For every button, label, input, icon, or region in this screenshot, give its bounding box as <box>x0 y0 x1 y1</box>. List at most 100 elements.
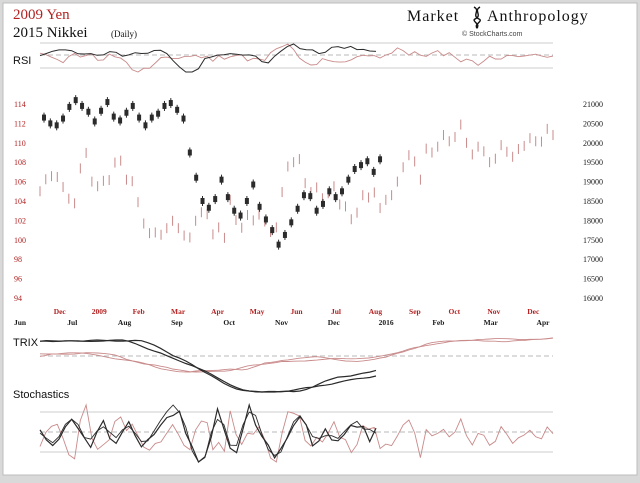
yen-candle-21 <box>175 106 180 113</box>
stoch-line-yen <box>39 402 377 463</box>
x-tick-bottom-7: 2016 <box>379 318 394 327</box>
stochastics-label: Stochastics <box>13 389 70 401</box>
yen-candle-7 <box>86 108 91 115</box>
x-tick-bottom-9: Mar <box>484 318 499 327</box>
x-tick-bottom-1: Jul <box>67 318 77 327</box>
yen-candle-20 <box>168 100 173 107</box>
yen-candle-38 <box>282 231 287 238</box>
yen-candle-10 <box>105 99 110 106</box>
yen-candle-31 <box>238 212 243 219</box>
yen-candle-53 <box>378 156 383 163</box>
x-tick-top-2: Feb <box>133 307 145 316</box>
yen-candle-32 <box>244 198 249 204</box>
yen-candle-0 <box>42 114 46 121</box>
x-tick-top-3: Mar <box>171 307 186 316</box>
yen-candle-23 <box>187 149 192 156</box>
right-axis-tick-7: 17500 <box>583 236 603 245</box>
source-credit: © StockCharts.com <box>462 30 523 38</box>
yen-candle-19 <box>162 102 167 109</box>
yen-candle-44 <box>320 200 325 207</box>
chart-title-note: (Daily) <box>111 29 137 39</box>
yen-candle-8 <box>92 118 97 125</box>
x-tick-top-1: 2009 <box>92 307 107 316</box>
rsi-label: RSI <box>13 55 31 67</box>
x-tick-top-8: Aug <box>369 307 383 316</box>
left-axis-tick-6: 102 <box>14 216 26 225</box>
chart-title-primary: 2009 Yen <box>13 7 70 23</box>
yen-candle-51 <box>365 158 370 165</box>
right-axis-tick-10: 16000 <box>583 294 603 303</box>
yen-candle-43 <box>314 207 319 214</box>
yen-candle-2 <box>54 122 59 129</box>
x-tick-bottom-5: Nov <box>275 318 288 327</box>
trix-signal-nikkei <box>39 337 554 373</box>
x-tick-bottom-2: Aug <box>118 318 132 327</box>
left-axis-tick-0: 114 <box>14 100 26 109</box>
dna-logo-icon <box>473 6 481 29</box>
yen-candle-42 <box>308 193 313 200</box>
x-tick-top-4: Apr <box>211 307 225 316</box>
right-axis-tick-5: 18500 <box>583 197 603 206</box>
x-tick-top-7: Jul <box>331 307 341 316</box>
x-tick-bottom-0: Jun <box>14 318 27 327</box>
left-axis-tick-2: 110 <box>14 139 26 148</box>
x-tick-top-11: Nov <box>487 307 500 316</box>
yen-candle-40 <box>295 205 300 212</box>
x-tick-top-6: Jun <box>290 307 303 316</box>
yen-candle-33 <box>251 181 256 188</box>
yen-candle-9 <box>99 107 104 114</box>
yen-candle-25 <box>200 198 205 204</box>
x-tick-bottom-10: Apr <box>537 318 551 327</box>
chart-title-secondary: 2015 Nikkei <box>13 25 88 41</box>
yen-candle-50 <box>359 162 364 169</box>
rsi-line-yen <box>39 43 377 73</box>
yen-candle-30 <box>232 207 237 214</box>
left-axis-tick-9: 96 <box>14 275 22 284</box>
x-tick-bottom-3: Sep <box>171 318 183 327</box>
right-axis-tick-8: 17000 <box>583 255 603 264</box>
right-axis-tick-6: 18000 <box>583 216 603 225</box>
yen-candle-34 <box>257 203 262 210</box>
yen-candle-22 <box>181 115 186 122</box>
yen-candle-35 <box>263 216 268 223</box>
trix-line-yen <box>39 339 377 393</box>
yen-candle-4 <box>67 103 72 110</box>
yen-candle-29 <box>225 194 230 201</box>
yen-candle-36 <box>270 227 275 234</box>
yen-candle-3 <box>61 115 66 122</box>
yen-candle-26 <box>206 204 211 211</box>
yen-candle-24 <box>194 174 199 181</box>
right-axis-tick-9: 16500 <box>583 275 603 284</box>
left-axis-tick-10: 94 <box>14 294 22 303</box>
yen-candle-41 <box>301 192 306 199</box>
trix-label: TRIX <box>13 337 39 349</box>
brand-right: Anthropology <box>487 8 589 25</box>
yen-candle-48 <box>346 176 351 183</box>
left-axis-tick-3: 108 <box>14 158 26 167</box>
x-tick-bottom-6: Dec <box>328 318 341 327</box>
yen-candle-18 <box>156 110 161 117</box>
yen-candle-16 <box>143 122 148 129</box>
yen-candle-45 <box>327 188 332 195</box>
chart-frame <box>2 2 638 476</box>
stoch-signal-yen <box>39 404 377 463</box>
rsi-panel <box>40 42 553 69</box>
yen-candle-37 <box>276 241 281 248</box>
right-axis-tick-2: 20000 <box>583 139 603 148</box>
left-axis-tick-8: 98 <box>14 255 22 264</box>
yen-candle-39 <box>289 219 294 226</box>
yen-candle-15 <box>137 114 142 121</box>
rsi-line-nikkei <box>39 43 554 73</box>
x-tick-top-10: Oct <box>449 307 461 316</box>
yen-candle-28 <box>219 176 224 183</box>
left-axis-tick-7: 100 <box>14 236 26 245</box>
yen-candle-12 <box>118 117 123 124</box>
yen-candle-13 <box>124 109 129 116</box>
x-tick-bottom-8: Feb <box>432 318 444 327</box>
yen-candle-6 <box>80 102 85 109</box>
right-axis-tick-4: 19000 <box>583 178 603 187</box>
trix-signal-yen <box>39 339 377 393</box>
x-tick-top-0: Dec <box>54 307 67 316</box>
yen-candle-11 <box>111 113 116 120</box>
